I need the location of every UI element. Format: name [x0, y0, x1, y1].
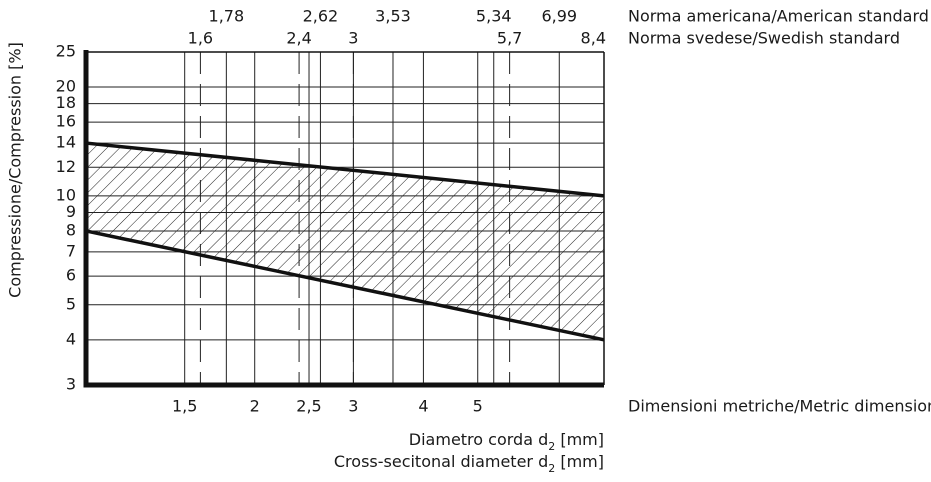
top-tick-label: 6,99: [541, 7, 577, 26]
x-axis-title-part: [mm]: [555, 452, 604, 471]
y-tick-label: 3: [66, 375, 76, 394]
x-tick-label: 1,5: [172, 397, 197, 416]
x-axis-row-label: Dimensioni metriche/Metric dimensions: [628, 397, 931, 416]
x-axis-title-part: Diametro corda d: [409, 430, 548, 449]
top-axis-label: Norma svedese/Swedish standard: [628, 29, 900, 48]
hatched-band: [86, 143, 604, 340]
x-tick-label: 5: [473, 397, 483, 416]
x-axis-title-part: Cross-secitonal diameter d: [334, 452, 548, 471]
top-tick-label: 2,62: [303, 7, 339, 26]
x-tick-label: 3: [348, 397, 358, 416]
y-tick-label: 8: [66, 220, 76, 239]
series-line: [85, 229, 605, 342]
top-tick-label: 8,4: [581, 29, 606, 48]
top-tick-label: 3,53: [375, 7, 411, 26]
y-tick-label: 9: [66, 202, 76, 221]
y-tick-label: 25: [56, 42, 76, 61]
top-tick-label: 1,6: [188, 29, 213, 48]
y-tick-label: 14: [56, 133, 76, 152]
x-axis-title: Diametro corda d2 [mm]: [409, 430, 604, 453]
top-tick-label: 3: [348, 29, 358, 48]
y-tick-label: 4: [66, 329, 76, 348]
y-tick-label: 12: [56, 157, 76, 176]
y-tick-label: 18: [56, 93, 76, 112]
y-tick-label: 5: [66, 294, 76, 313]
top-tick-label: 1,78: [209, 7, 245, 26]
y-tick-label: 6: [66, 266, 76, 285]
x-axis-title-part: 2: [548, 440, 555, 453]
y-tick-label: 10: [56, 185, 76, 204]
top-tick-label: 5,7: [497, 29, 522, 48]
top-tick-label: 2,4: [286, 29, 311, 48]
x-tick-label: 2,5: [296, 397, 321, 416]
x-tick-label: 4: [418, 397, 428, 416]
y-tick-label: 20: [56, 77, 76, 96]
x-axis-title-part: 2: [548, 462, 555, 475]
x-axis-title-part: [mm]: [555, 430, 604, 449]
y-tick-label: 16: [56, 112, 76, 131]
x-axis-title: Cross-secitonal diameter d2 [mm]: [334, 452, 604, 475]
y-tick-label: 7: [66, 241, 76, 260]
x-tick-label: 2: [250, 397, 260, 416]
top-axis-label: Norma americana/American standard: [628, 7, 929, 26]
y-axis-title: Compressione/Compression [%]: [6, 42, 25, 298]
series-line: [85, 141, 605, 198]
top-tick-label: 5,34: [476, 7, 512, 26]
